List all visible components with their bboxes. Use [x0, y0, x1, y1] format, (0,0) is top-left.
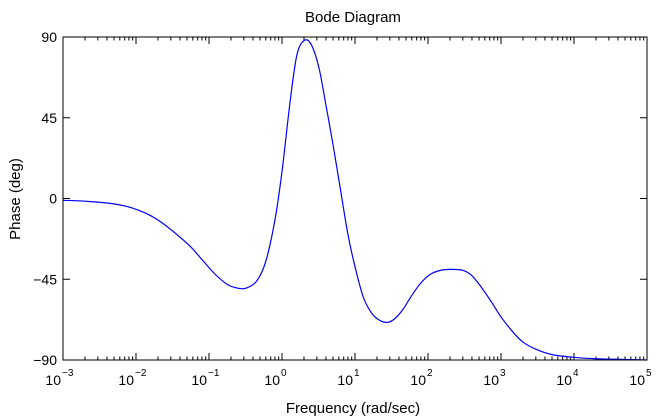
x-tick-label-base: 10	[629, 372, 645, 388]
x-tick-label-exponent: 4	[573, 368, 579, 379]
y-tick-label: 90	[41, 29, 57, 45]
x-tick-label-exponent: 1	[354, 368, 360, 379]
y-tick-label: −90	[33, 352, 57, 368]
x-tick-label: 10 0	[264, 368, 287, 388]
x-tick-label: 10 −1	[191, 368, 219, 388]
plot-frame	[62, 36, 648, 361]
phase-series-line	[62, 39, 648, 361]
x-axis-label: Frequency (rad/sec)	[286, 400, 420, 417]
x-tick-label-base: 10	[483, 372, 499, 388]
x-tick-label: 10 3	[483, 368, 506, 388]
x-tick-label-base: 10	[556, 372, 572, 388]
x-tick-label: 10 2	[410, 368, 433, 388]
series-layer	[62, 39, 648, 361]
x-tick-label: 10 4	[556, 368, 579, 388]
x-tick-label-exponent: 0	[281, 368, 287, 379]
y-tick-labels: 90 45 0 −45 −90	[33, 29, 57, 368]
x-tick-label: 10 1	[337, 368, 360, 388]
x-tick-label: 10 −3	[45, 368, 73, 388]
x-tick-label: 10 −2	[118, 368, 146, 388]
x-tick-labels: 10 −3 10 −2 10 −1 10 0 10 1 10 2 10 3 10 4 10 5	[45, 368, 652, 388]
chart-title: Bode Diagram	[305, 9, 401, 26]
x-tick-label-base: 10	[410, 372, 426, 388]
y-tick-label: 45	[41, 110, 57, 126]
x-tick-label: 10 5	[629, 368, 652, 388]
y-tick-label: −45	[33, 271, 57, 287]
x-tick-label-exponent: 2	[427, 368, 433, 379]
x-tick-label-base: 10	[45, 372, 61, 388]
x-tick-label-exponent: 3	[500, 368, 506, 379]
y-axis-label: Phase (deg)	[7, 158, 24, 240]
x-tick-label-exponent: −2	[135, 368, 147, 379]
x-tick-label-base: 10	[264, 372, 280, 388]
x-tick-label-base: 10	[337, 372, 353, 388]
axis-ticks	[62, 36, 648, 361]
y-tick-label: 0	[49, 191, 57, 207]
x-tick-label-exponent: −1	[208, 368, 220, 379]
x-tick-label-exponent: −3	[62, 368, 74, 379]
x-tick-label-exponent: 5	[646, 368, 652, 379]
x-tick-label-base: 10	[118, 372, 134, 388]
x-tick-label-base: 10	[191, 372, 207, 388]
